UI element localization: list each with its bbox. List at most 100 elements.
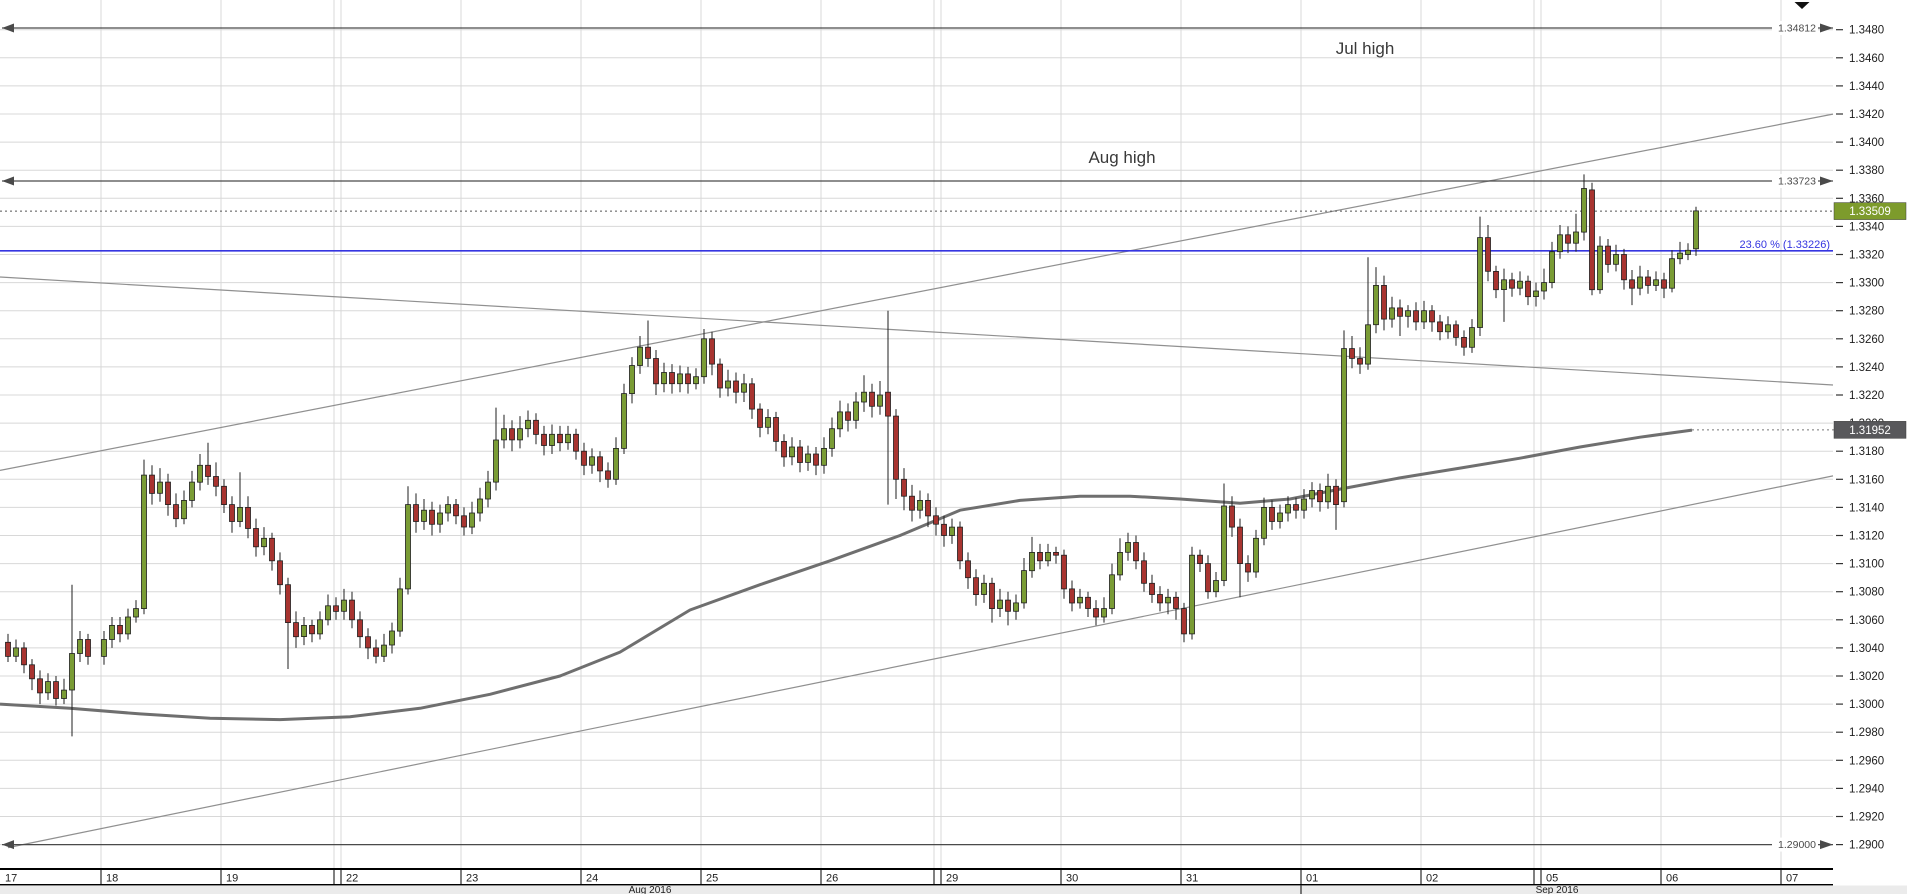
candle: [341, 599, 347, 612]
axis-tick-label: 1.3000: [1849, 699, 1884, 711]
left-arrow-icon: [2, 840, 14, 850]
candle: [1565, 234, 1571, 244]
candle: [253, 528, 259, 548]
candle: [797, 446, 803, 463]
rising-channel-top-trendline[interactable]: [0, 113, 1834, 471]
axis-tick-label: 1.3280: [1849, 306, 1884, 318]
price-axis[interactable]: 1.3480 1.3460 1.3440 1.3420 1.3400 1.3380 1.33…: [1833, 25, 1907, 852]
axis-top-line: [0, 868, 1833, 870]
candle: [629, 365, 635, 395]
candle: [653, 358, 659, 385]
right-arrow-icon: [1820, 176, 1833, 186]
axis-tick-label: 1.3100: [1849, 559, 1884, 571]
rising-support-trendline[interactable]: [7, 475, 1834, 849]
candle: [357, 619, 363, 638]
candle: [933, 515, 939, 525]
candle: [821, 447, 827, 466]
candle: [437, 512, 443, 525]
candle: [53, 681, 59, 699]
candle: [645, 346, 651, 359]
candle: [893, 415, 899, 480]
date-label: 19: [226, 873, 238, 885]
candle: [1117, 552, 1123, 576]
candle: [549, 433, 555, 446]
date-label: 23: [466, 873, 478, 885]
candle: [1029, 552, 1035, 572]
candle: [1173, 596, 1179, 609]
candle: [1469, 327, 1475, 348]
time-axis[interactable]: 17 18 19 22 23 24 25 26 29 30 31 01 02 05 06 07 Aug 2016…: [0, 868, 1907, 894]
date-label: 17: [5, 873, 17, 885]
date-label: 31: [1186, 873, 1198, 885]
candle: [1477, 237, 1483, 328]
candle: [1613, 254, 1619, 265]
candle: [301, 625, 307, 638]
axis-tick-label: 1.3440: [1849, 81, 1884, 93]
candle: [1325, 485, 1331, 503]
axis-tick-label: 1.3480: [1849, 25, 1884, 37]
date-label: 30: [1066, 873, 1078, 885]
candle: [1581, 188, 1587, 233]
candle: [1269, 506, 1275, 522]
candle: [1301, 498, 1307, 511]
candle: [1541, 282, 1547, 292]
candle: [725, 380, 731, 389]
candle: [1125, 542, 1131, 553]
aug-high-label: Aug high: [1088, 148, 1155, 167]
axis-tick-label: 1.3240: [1849, 362, 1884, 374]
candle: [141, 474, 147, 610]
candle: [1605, 245, 1611, 265]
candle: [389, 630, 395, 646]
candle: [541, 433, 547, 446]
candle: [613, 447, 619, 480]
candle: [1085, 596, 1091, 609]
axis-tick-label: 1.3160: [1849, 474, 1884, 486]
axis-tick-label: 1.3320: [1849, 250, 1884, 262]
candle: [1341, 348, 1347, 503]
candle: [277, 560, 283, 586]
candle: [1461, 336, 1467, 348]
gridlines: [0, 0, 1833, 869]
candle: [1533, 290, 1539, 297]
axis-tick-label: 1.2960: [1849, 755, 1884, 767]
candle: [1229, 505, 1235, 528]
candle: [997, 599, 1003, 609]
candle: [1437, 321, 1443, 333]
candle: [557, 433, 563, 444]
candle: [173, 504, 179, 520]
candle: [69, 653, 75, 691]
last-price-badge: [1833, 202, 1907, 220]
moving-average-line[interactable]: [0, 428, 1693, 722]
declining-resistance-trendline[interactable]: [0, 276, 1834, 386]
candle: [1141, 560, 1147, 584]
level-label: 1.33723: [1778, 176, 1816, 188]
axis-tick-label: 1.3180: [1849, 446, 1884, 458]
candle: [85, 639, 91, 657]
axis-tick-label: 1.3420: [1849, 109, 1884, 121]
date-label: 29: [946, 873, 958, 885]
candle: [1101, 608, 1107, 618]
candles: [5, 174, 1699, 737]
top-triangle-marker: [1794, 2, 1810, 9]
candle: [781, 440, 787, 458]
candle: [117, 625, 123, 635]
candle: [1317, 490, 1323, 503]
left-arrow-icon: [2, 176, 14, 186]
level-label: 1.29000: [1778, 839, 1816, 851]
candle: [901, 478, 907, 497]
candle: [165, 481, 171, 506]
jul-high-label: Jul high: [1336, 39, 1395, 58]
candle: [1597, 245, 1603, 291]
candle: [1005, 599, 1011, 612]
candle: [525, 419, 531, 430]
candle: [13, 647, 19, 657]
candle: [285, 584, 291, 624]
candle: [37, 678, 43, 694]
candle: [909, 495, 915, 511]
candle: [1149, 582, 1155, 595]
candle: [109, 625, 115, 640]
candle: [941, 523, 947, 536]
candle: [605, 470, 611, 480]
